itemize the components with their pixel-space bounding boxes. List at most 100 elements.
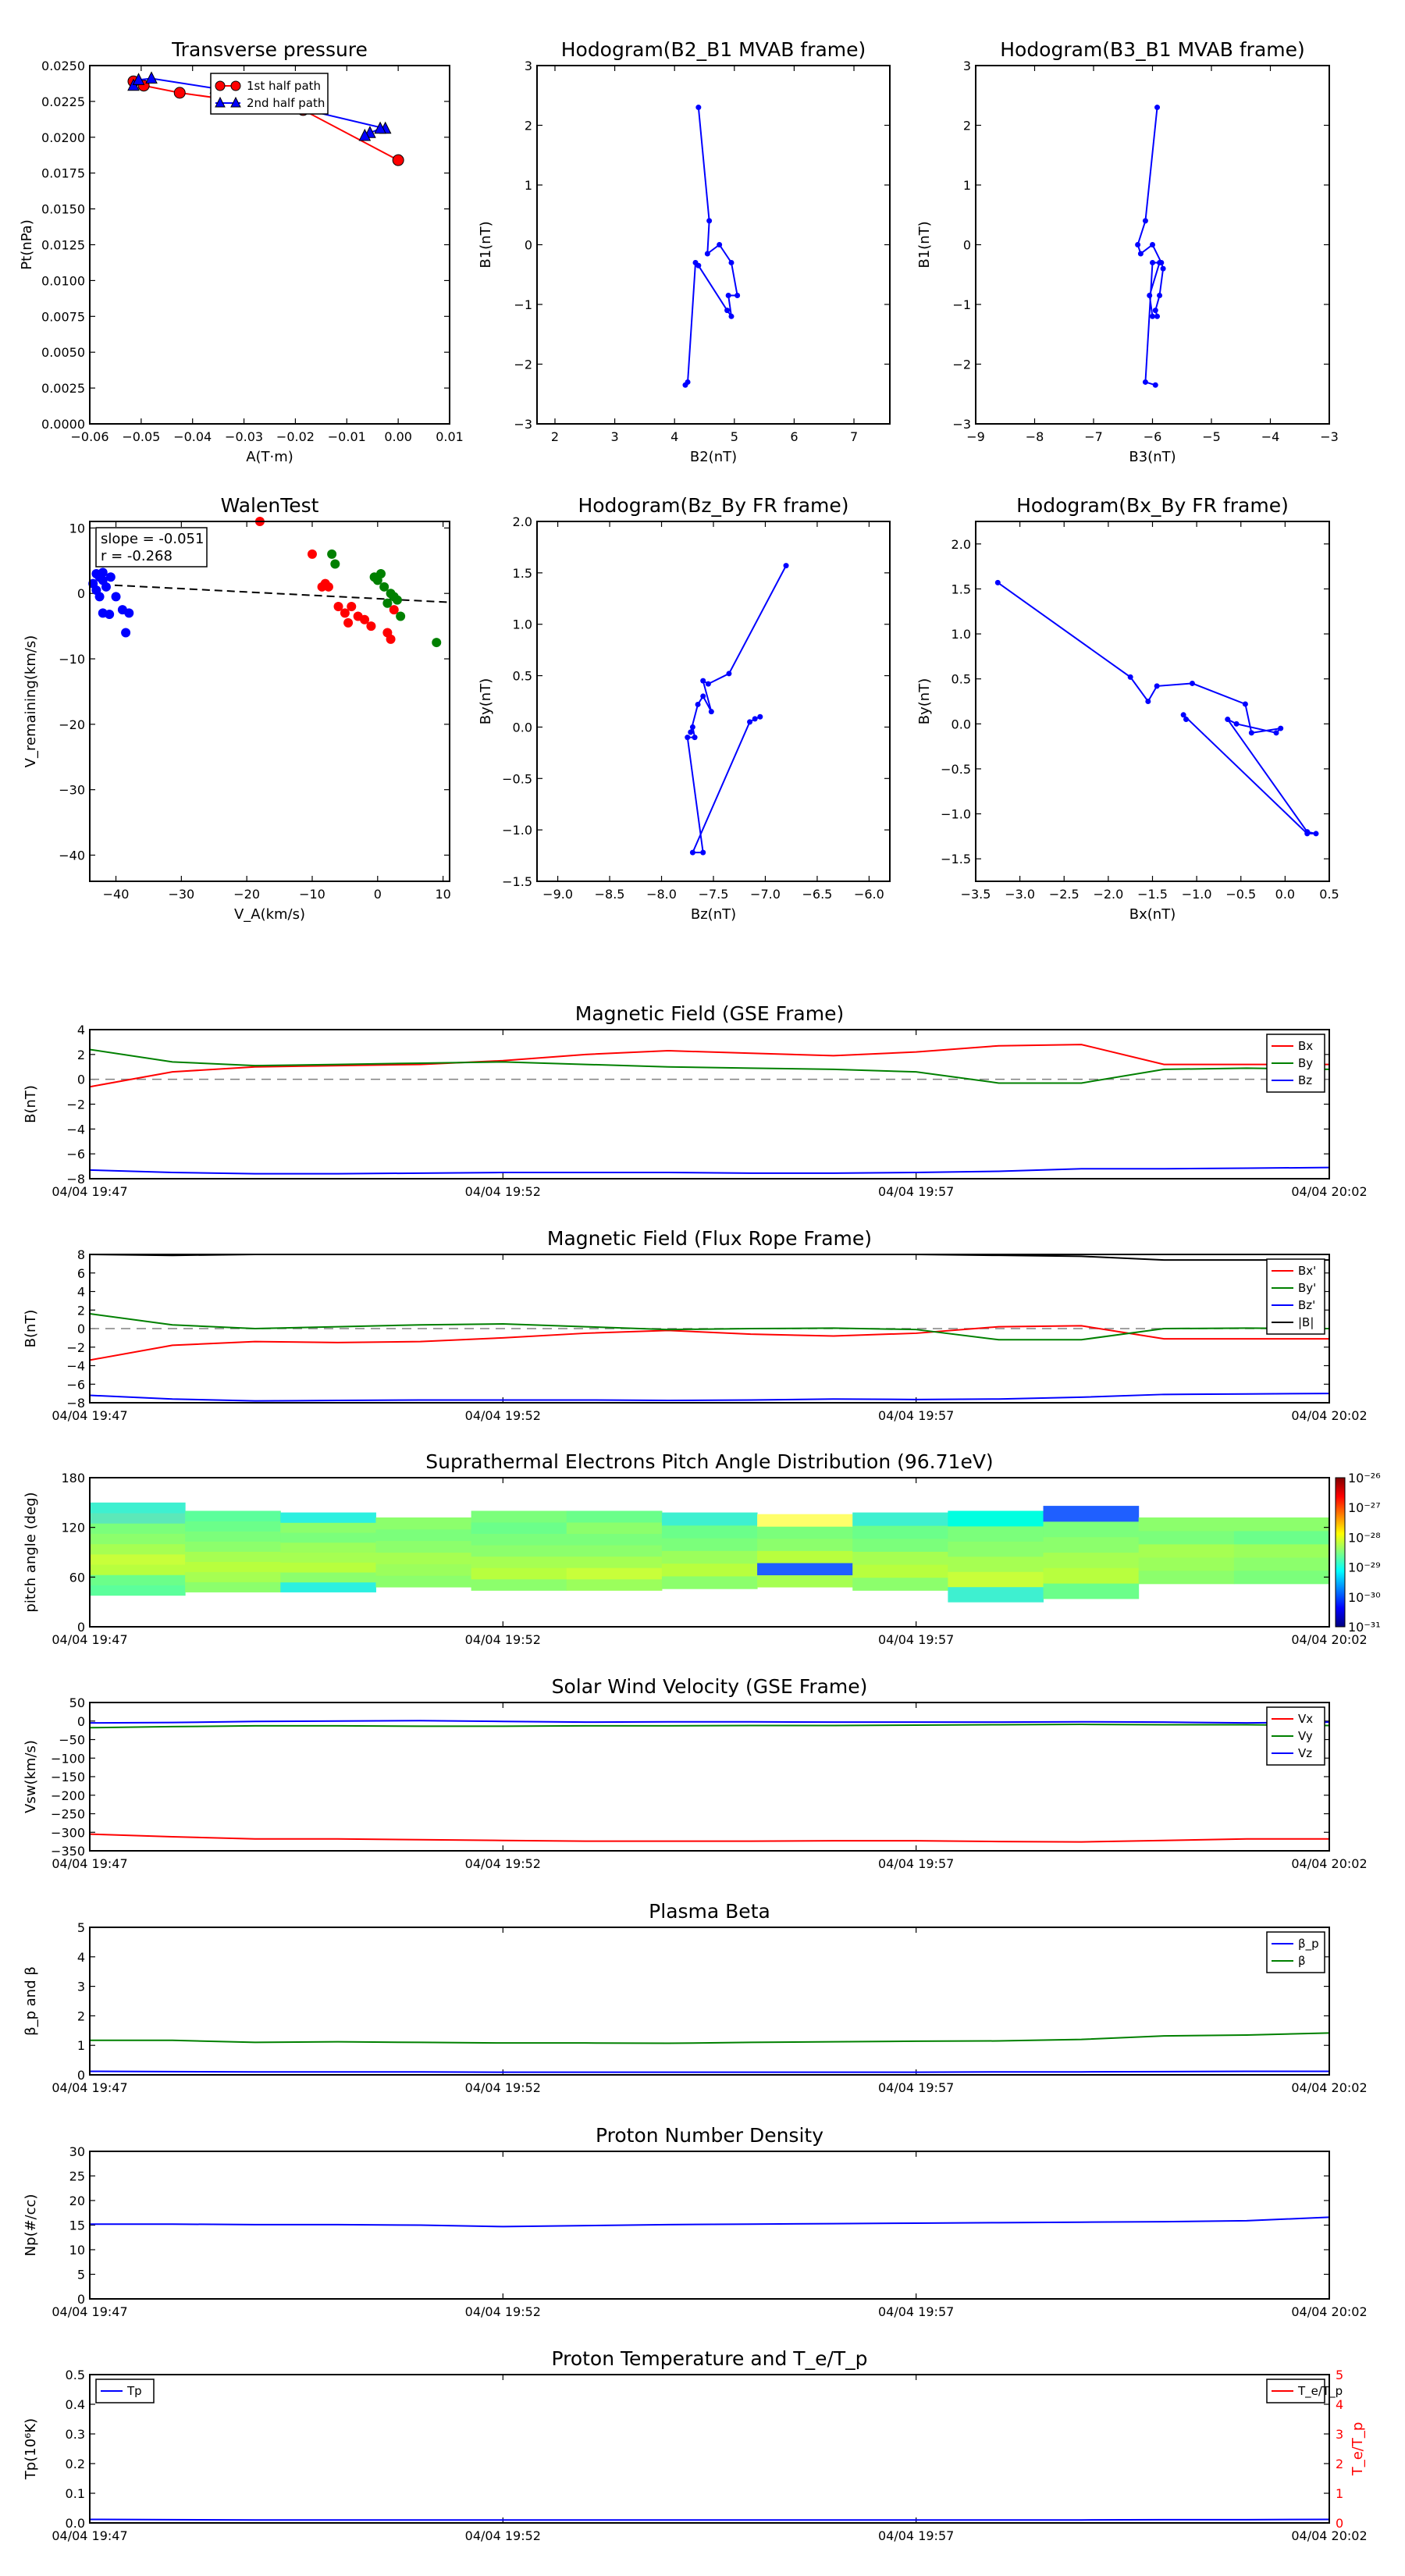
- x-tick-label: −3.0: [1005, 887, 1035, 902]
- y-tick-label: 2: [77, 1048, 85, 1062]
- legend-marker: [230, 96, 241, 108]
- x-tick-label: 5: [731, 429, 738, 444]
- y-tick-label: 15: [69, 2218, 85, 2233]
- x-tick-label: −2.5: [1049, 887, 1080, 902]
- y-tick-label: 4: [77, 1023, 85, 1037]
- heatmap-cell: [185, 1561, 281, 1572]
- x-tick-label: 0.01: [436, 429, 464, 444]
- x-tick-label: −4: [1261, 429, 1280, 444]
- plot-frame: [89, 2374, 1330, 2524]
- legend-box: [1266, 1931, 1325, 1973]
- annotation-r: r = -0.268: [101, 548, 173, 564]
- series-point: [706, 218, 713, 224]
- y-tick-label: 1: [963, 178, 971, 193]
- chart-title: Magnetic Field (Flux Rope Frame): [547, 1227, 872, 1250]
- x-tick-label: 04/04 19:52: [465, 2528, 541, 2543]
- x-tick-label: 04/04 20:02: [1291, 2080, 1367, 2095]
- series-point: [747, 719, 753, 725]
- heatmap-cell: [185, 1510, 281, 1521]
- y-tick-label: 2.0: [513, 514, 532, 529]
- y-axis-label: B(nT): [23, 1085, 39, 1123]
- y-tick-label: 0: [963, 238, 971, 253]
- x-tick-label: −8.5: [595, 887, 625, 902]
- heatmap-cell: [852, 1538, 948, 1552]
- scatter-point: [317, 582, 327, 592]
- chart-title: Hodogram(Bx_By FR frame): [1016, 494, 1289, 517]
- x-tick-label: 04/04 20:02: [1291, 2304, 1367, 2319]
- y-tick-label: −1: [514, 297, 532, 312]
- scatter-point: [330, 559, 340, 569]
- y-tick-label: 25: [69, 2169, 85, 2184]
- y-tick-label: −150: [51, 1770, 85, 1784]
- y2-tick-label: 1: [1336, 2486, 1343, 2501]
- series-point: [1225, 717, 1231, 723]
- series-point: [695, 105, 702, 111]
- heatmap-cell: [566, 1545, 663, 1557]
- marker-circle: [392, 154, 404, 166]
- series-point: [1248, 730, 1254, 736]
- series-line: [89, 2070, 1329, 2073]
- heatmap-cell: [471, 1545, 567, 1557]
- x-tick-label: −10: [299, 887, 325, 902]
- heatmap-cell: [1043, 1521, 1140, 1538]
- chart-tp: Proton Temperature and T_e/T_p 0.0 0.1 0.2 0…: [23, 2347, 1368, 2543]
- series-point: [1137, 251, 1144, 257]
- y-axis-label: By(nT): [478, 678, 494, 724]
- series-point: [1145, 699, 1151, 704]
- heatmap-cell: [566, 1567, 663, 1580]
- series-point: [685, 735, 691, 741]
- scatter-point: [396, 611, 406, 621]
- series-point: [1233, 720, 1240, 727]
- series-point: [1142, 218, 1148, 224]
- series-line: [997, 582, 1317, 834]
- y-tick-label: 0.0: [951, 717, 971, 731]
- legend-label: Bz': [1298, 1298, 1315, 1312]
- heatmap-cell: [375, 1528, 472, 1542]
- legend-label: Vx: [1298, 1712, 1313, 1726]
- series-point: [1180, 712, 1186, 718]
- colorbar-label: 10⁻³¹: [1348, 1620, 1381, 1635]
- legend-label: 2nd half path: [247, 96, 325, 110]
- heatmap-cell: [566, 1521, 663, 1535]
- series-point: [700, 678, 706, 684]
- x-tick-label: −8: [1026, 429, 1044, 444]
- y-tick-label: −100: [51, 1751, 85, 1766]
- x-tick-label: −1.0: [1182, 887, 1212, 902]
- x-tick-label: 04/04 20:02: [1291, 1184, 1367, 1199]
- y-axis-label: pitch angle (deg): [23, 1492, 39, 1612]
- heatmap-cell: [1043, 1567, 1140, 1584]
- x-tick-label: −8.0: [646, 887, 677, 902]
- chart-title: Transverse pressure: [171, 38, 368, 61]
- legend-marker: [215, 96, 226, 108]
- x-tick-label: 04/04 19:57: [878, 1856, 954, 1871]
- heatmap-cell: [948, 1571, 1044, 1588]
- y-tick-label: 5: [77, 2268, 85, 2282]
- y-tick-label: 0.0175: [41, 166, 85, 181]
- x-tick-label: −3.5: [961, 887, 991, 902]
- x-axis-label: V_A(km/s): [234, 906, 305, 923]
- series-line: [685, 107, 738, 386]
- scatter-point: [389, 605, 399, 615]
- heatmap-cell: [1138, 1517, 1235, 1532]
- legend-label: 1st half path: [247, 79, 321, 93]
- scatter-point: [382, 598, 393, 608]
- marker-triangle: [358, 128, 372, 141]
- series-point: [724, 308, 731, 314]
- legend-label: β_p: [1298, 1937, 1319, 1952]
- series-point: [1313, 831, 1319, 837]
- x-tick-label: −20: [233, 887, 260, 902]
- marker-circle: [173, 87, 186, 99]
- heatmap-cell: [1233, 1543, 1330, 1558]
- y-axis-label: Pt(nPa): [19, 219, 35, 269]
- y2-axis-label: T_e/T_p: [1350, 2422, 1366, 2477]
- scatter-point: [121, 628, 131, 638]
- x-tick-label: 04/04 19:57: [878, 1408, 954, 1423]
- y-tick-label: 0: [77, 2292, 85, 2307]
- y-tick-label: 5: [77, 1920, 85, 1935]
- heatmap-cell: [280, 1552, 376, 1563]
- heatmap-cell: [852, 1525, 948, 1539]
- heatmap-cell: [566, 1578, 663, 1591]
- series-point: [1273, 730, 1279, 736]
- x-tick-label: −9.0: [542, 887, 573, 902]
- heatmap-cell: [375, 1552, 472, 1564]
